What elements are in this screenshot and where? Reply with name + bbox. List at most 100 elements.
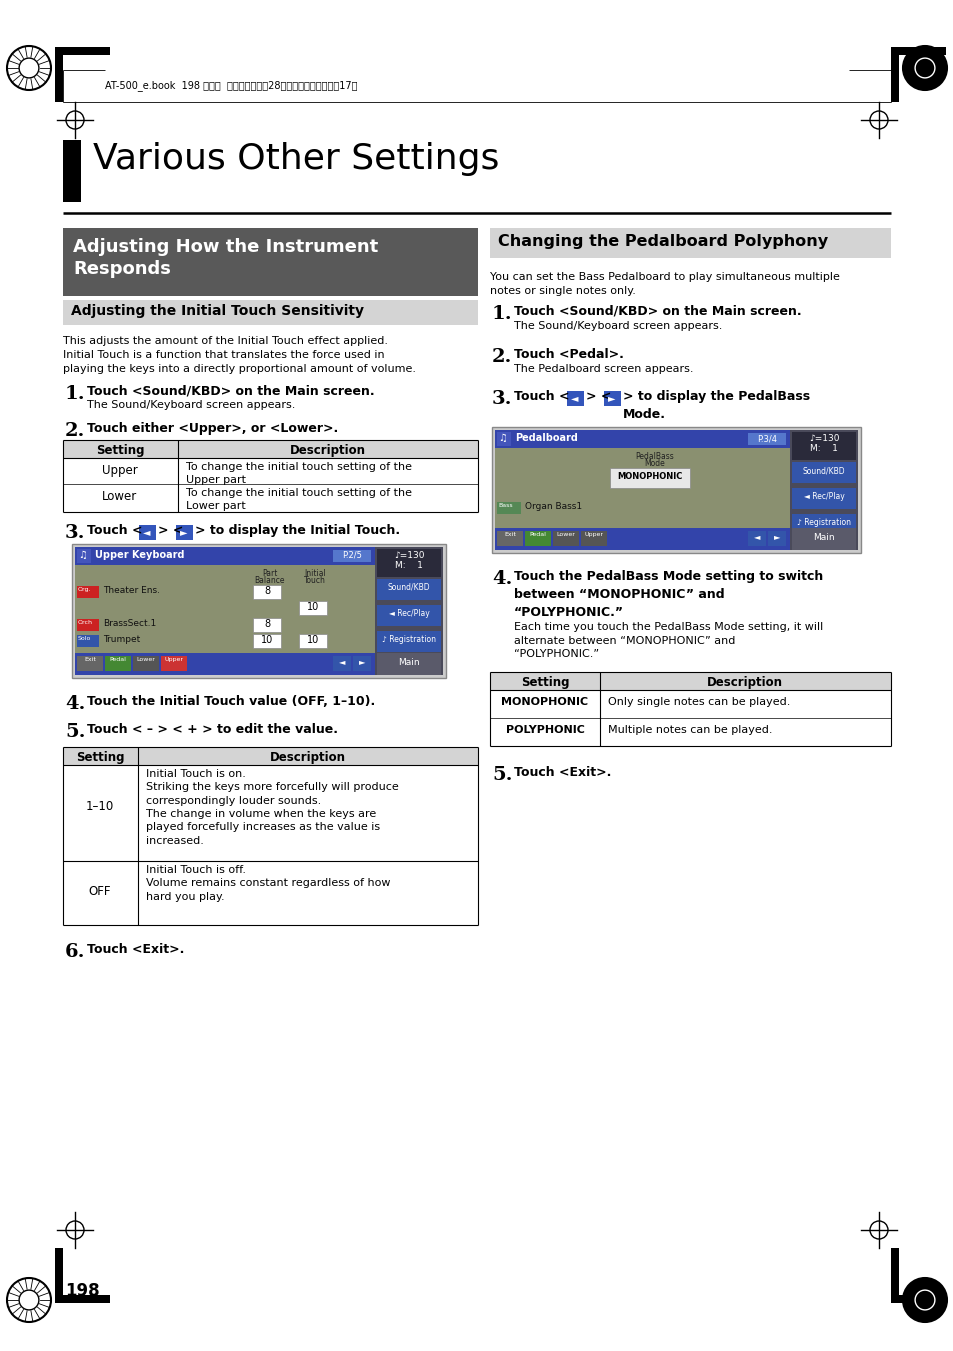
Text: ►: ►: [608, 393, 615, 403]
Bar: [609, 467, 689, 488]
Bar: [789, 430, 857, 550]
Text: PedalBass: PedalBass: [635, 453, 674, 461]
Bar: [890, 47, 945, 55]
Text: Orch: Orch: [78, 620, 92, 626]
Bar: [77, 635, 99, 647]
Bar: [566, 390, 583, 407]
Bar: [497, 503, 520, 513]
Bar: [747, 531, 765, 546]
Text: Adjusting the Initial Touch Sensitivity: Adjusting the Initial Touch Sensitivity: [71, 304, 364, 317]
Text: Mode: Mode: [644, 459, 664, 467]
Text: Lower: Lower: [102, 490, 137, 503]
Text: Setting: Setting: [95, 444, 144, 457]
Text: 4.: 4.: [492, 570, 512, 588]
Bar: [580, 531, 606, 546]
Bar: [490, 671, 890, 690]
Text: Exit: Exit: [503, 532, 516, 536]
Bar: [890, 1296, 945, 1302]
Circle shape: [19, 1290, 39, 1310]
Text: Initial: Initial: [304, 569, 326, 578]
Text: Touch <: Touch <: [87, 524, 142, 536]
Text: Solo: Solo: [78, 636, 91, 640]
Text: 198: 198: [65, 1282, 99, 1300]
Text: 10: 10: [307, 635, 319, 644]
Text: Touch < – > < + > to edit the value.: Touch < – > < + > to edit the value.: [87, 723, 337, 736]
Text: Each time you touch the PedalBass Mode setting, it will
alternate between “MONOP: Each time you touch the PedalBass Mode s…: [514, 621, 822, 659]
Bar: [71, 544, 446, 678]
Bar: [495, 430, 789, 550]
Bar: [890, 1248, 898, 1302]
Text: 4.: 4.: [65, 694, 85, 713]
Bar: [375, 547, 442, 676]
Text: Upper Keyboard: Upper Keyboard: [95, 550, 184, 561]
Text: Pedalboard: Pedalboard: [515, 434, 578, 443]
Text: Upper: Upper: [584, 532, 603, 536]
Bar: [497, 531, 522, 546]
Bar: [376, 605, 440, 626]
Text: Upper: Upper: [102, 463, 138, 477]
Bar: [495, 430, 789, 449]
Text: 10: 10: [260, 635, 273, 644]
Text: The Sound/Keyboard screen appears.: The Sound/Keyboard screen appears.: [514, 322, 721, 331]
Text: ♪ Registration: ♪ Registration: [796, 517, 850, 527]
Text: 3.: 3.: [65, 524, 86, 542]
Bar: [495, 528, 789, 550]
Text: > <: > <: [158, 524, 183, 536]
Text: ◄: ◄: [571, 393, 578, 403]
Bar: [77, 549, 91, 563]
Bar: [492, 427, 861, 553]
Text: Touch <Sound/KBD> on the Main screen.: Touch <Sound/KBD> on the Main screen.: [514, 305, 801, 317]
Text: ◄ Rec/Play: ◄ Rec/Play: [388, 609, 429, 617]
Text: Org.: Org.: [78, 586, 91, 592]
Bar: [376, 631, 440, 653]
Text: Initial Touch is on.
Striking the keys more forcefully will produce
correspondin: Initial Touch is on. Striking the keys m…: [146, 769, 398, 846]
Text: This adjusts the amount of the Initial Touch effect applied.
Initial Touch is a : This adjusts the amount of the Initial T…: [63, 336, 416, 374]
Text: ◄: ◄: [338, 657, 345, 666]
Text: Description: Description: [706, 676, 782, 689]
Text: Touch the Initial Touch value (OFF, 1–10).: Touch the Initial Touch value (OFF, 1–10…: [87, 694, 375, 708]
Text: 2.: 2.: [492, 349, 512, 366]
Bar: [55, 1248, 63, 1302]
Bar: [553, 531, 578, 546]
Text: 1.: 1.: [492, 305, 512, 323]
Bar: [63, 228, 477, 296]
Bar: [333, 657, 351, 671]
Bar: [77, 586, 99, 598]
Text: Initial Touch is off.
Volume remains constant regardless of how
hard you play.: Initial Touch is off. Volume remains con…: [146, 865, 390, 901]
Text: Main: Main: [812, 534, 834, 542]
Bar: [353, 657, 371, 671]
Text: Description: Description: [270, 751, 346, 765]
Bar: [139, 526, 156, 540]
Text: Setting: Setting: [520, 676, 569, 689]
Text: Touch the PedalBass Mode setting to switch
between “MONOPHONIC” and
“POLYPHONIC.: Touch the PedalBass Mode setting to swit…: [514, 570, 822, 619]
Circle shape: [902, 46, 946, 91]
Text: Responds: Responds: [73, 259, 171, 278]
Text: ◄: ◄: [143, 527, 151, 536]
Text: 3.: 3.: [492, 390, 512, 408]
Text: Pedal: Pedal: [529, 532, 546, 536]
Bar: [75, 653, 375, 676]
Text: 8: 8: [264, 586, 270, 596]
Bar: [132, 657, 159, 671]
Bar: [497, 432, 511, 446]
Bar: [55, 47, 110, 55]
Bar: [63, 440, 477, 458]
Bar: [791, 528, 855, 550]
Bar: [767, 531, 785, 546]
Text: Main: Main: [397, 658, 419, 667]
Text: Lower: Lower: [556, 532, 575, 536]
Bar: [55, 47, 63, 101]
Bar: [63, 747, 477, 765]
Text: Part: Part: [262, 569, 277, 578]
Text: Pedal: Pedal: [110, 657, 127, 662]
Text: 5.: 5.: [492, 766, 512, 784]
Text: 8: 8: [264, 619, 270, 630]
Bar: [253, 634, 281, 648]
Text: POLYPHONIC: POLYPHONIC: [505, 725, 584, 735]
Bar: [77, 657, 103, 671]
Text: ►: ►: [358, 657, 365, 666]
Text: > to display the PedalBass
Mode.: > to display the PedalBass Mode.: [622, 390, 809, 422]
Text: Theater Ens.: Theater Ens.: [103, 586, 160, 594]
Text: ♪=130: ♪=130: [394, 551, 424, 561]
Text: Sound/KBD: Sound/KBD: [387, 584, 430, 592]
